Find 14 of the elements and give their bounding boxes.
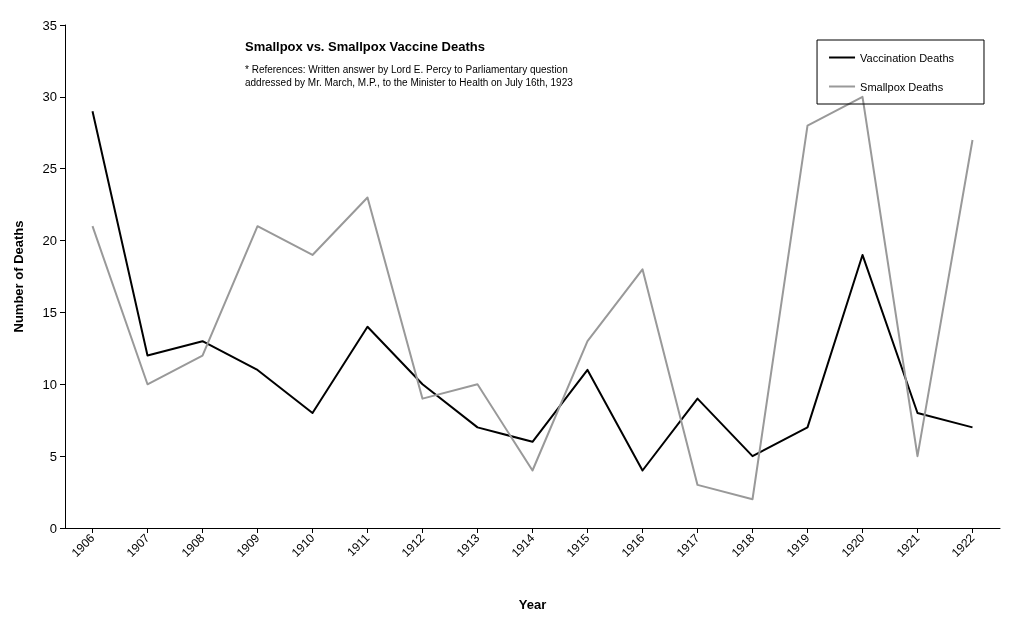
y-tick-label: 25	[42, 161, 57, 177]
y-tick-label: 15	[42, 304, 57, 320]
text: Smallpox vs. Smallpox Vaccine Deaths	[245, 39, 485, 54]
annotation: * References: Written answer by Lord E. Percy to Parliamentary question addressed by Mr. March, M.P., to the Minister to Health on July 16th, 1923	[245, 64, 574, 88]
y-tick-label: 5	[49, 448, 57, 464]
y-tick-label: 20	[42, 233, 57, 249]
y-tick-label: 0	[49, 520, 57, 536]
y-tick-label: 10	[42, 376, 57, 392]
y-tick-label: 30	[42, 89, 57, 105]
y-tick-label: 35	[42, 17, 57, 33]
legend-label: Vaccination Deaths	[860, 51, 955, 64]
legend-label: Smallpox Deaths	[860, 80, 944, 93]
x-axis-title: Year	[518, 597, 547, 612]
y-axis-title: Number of Deaths	[11, 220, 26, 333]
